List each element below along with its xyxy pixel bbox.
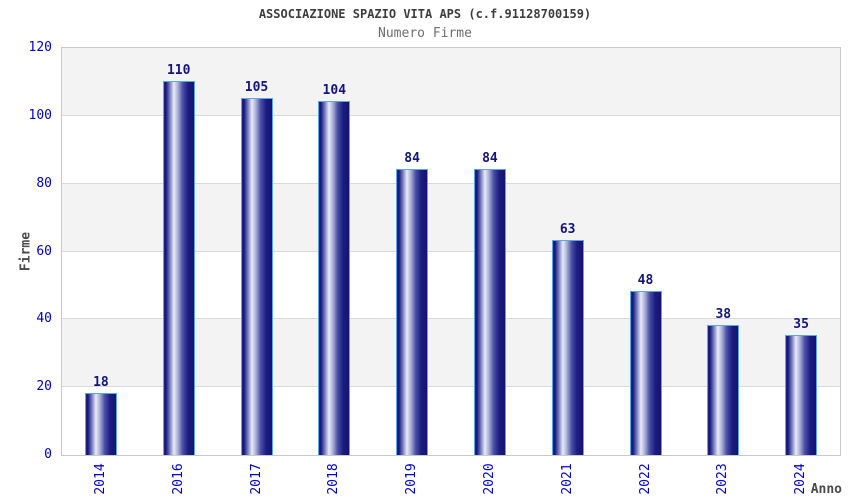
bar-2019 (396, 169, 429, 455)
grid-line (62, 114, 840, 116)
x-tick-label: 2021 (559, 463, 575, 495)
y-tick-label: 120 (28, 40, 52, 55)
bar-2022 (629, 291, 662, 455)
x-tick-label: 2014 (92, 463, 108, 495)
x-tick-label: 2022 (637, 463, 653, 495)
y-tick-label: 20 (36, 379, 52, 395)
bar-value-label: 105 (244, 79, 269, 95)
y-tick-label: 100 (28, 107, 52, 123)
bar-2014 (84, 392, 117, 455)
bar-value-label: 18 (93, 374, 109, 390)
y-tick-label: 80 (36, 175, 52, 191)
bar-value-label: 35 (793, 317, 809, 333)
bar-2018 (318, 101, 351, 455)
x-tick-label: 2023 (715, 463, 731, 495)
chart-subtitle: Numero Firme (378, 26, 472, 41)
bar-value-label: 84 (404, 151, 420, 167)
y-tick-label: 0 (44, 447, 52, 462)
x-tick-label: 2017 (248, 463, 264, 495)
grid-line (62, 386, 840, 388)
chart-title: ASSOCIAZIONE SPAZIO VITA APS (c.f.911287… (258, 7, 592, 21)
bar-2016 (162, 80, 195, 455)
x-tick-label: 2024 (793, 463, 809, 495)
bar-2020 (473, 169, 506, 455)
x-axis-title: Anno (810, 482, 842, 497)
bar-value-label: 84 (482, 151, 498, 167)
bar-value-label: 110 (166, 62, 191, 78)
bar-value-label: 48 (637, 273, 654, 289)
x-tick-label: 2016 (170, 463, 186, 495)
grid-line (62, 182, 840, 184)
x-tick-label: 2020 (481, 463, 497, 495)
bar-value-label: 38 (715, 307, 732, 323)
bar-2024 (785, 335, 818, 455)
plot-area: 18 110 105 104 84 84 63 48 38 35 (61, 47, 841, 456)
bar-2017 (240, 97, 273, 455)
y-tick-label: 40 (36, 311, 52, 327)
bar-value-label: 104 (322, 83, 347, 99)
bar-2021 (551, 240, 584, 455)
grid-line (62, 250, 840, 252)
x-tick-label: 2019 (404, 463, 420, 495)
x-tick-label: 2018 (326, 463, 342, 495)
y-tick-label: 60 (36, 243, 52, 259)
bar-2023 (707, 325, 740, 455)
grid-line (62, 318, 840, 320)
bar-value-label: 63 (559, 222, 576, 238)
